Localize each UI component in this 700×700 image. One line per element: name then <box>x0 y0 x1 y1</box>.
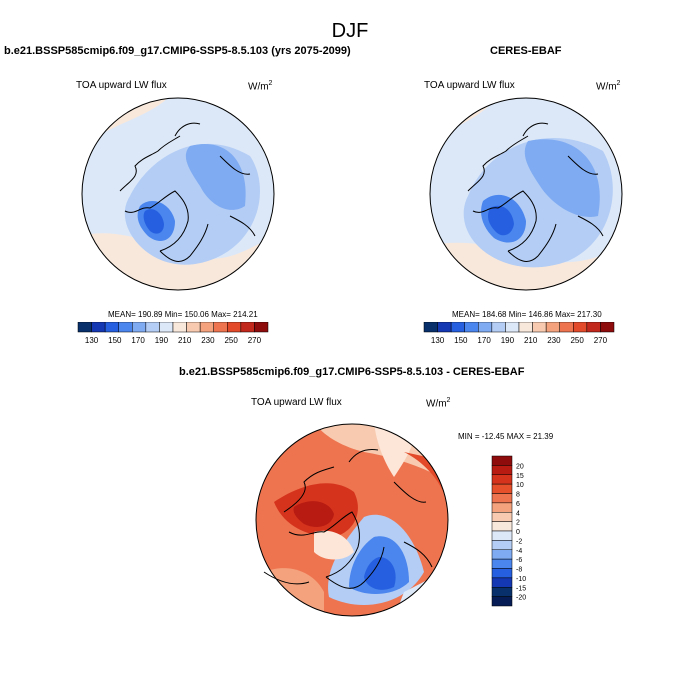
panel2-colorbar-swatch <box>423 322 438 333</box>
panel1-colorbar-swatch <box>186 322 201 333</box>
panel2-colorbar-swatch <box>505 322 520 333</box>
panel2-colorbar-swatch <box>586 322 601 333</box>
panel3-colorbar-label: -8 <box>516 567 522 574</box>
panel1-colorbar-label: 270 <box>248 336 262 345</box>
panel2-title: CERES-EBAF <box>490 45 562 57</box>
panel2-colorbar-label: 270 <box>594 336 608 345</box>
panel2-colorbar-swatch <box>450 322 465 333</box>
panel1-colorbar-swatch <box>159 322 174 333</box>
panel1-colorbar-swatch <box>145 322 160 333</box>
panel1-colorbar-swatch <box>254 322 269 333</box>
panel1-colorbar-swatch <box>240 322 255 333</box>
panel2-colorbar-swatch <box>518 322 533 333</box>
panel3-colorbar-swatch <box>491 493 513 504</box>
panel2-colorbar-swatch <box>464 322 479 333</box>
panel3-colorbar-label: -10 <box>516 576 526 583</box>
panel3-colorbar-label: 20 <box>516 463 524 470</box>
panel3-colorbar-swatch <box>491 512 513 522</box>
panel3-colorbar-swatch <box>491 549 513 560</box>
panel2-colorbar-swatch <box>559 322 574 333</box>
panel1-colorbar-swatch <box>213 322 228 333</box>
panel3-colorbar-swatch <box>491 455 513 466</box>
panel3-colorbar-label: 0 <box>516 529 520 536</box>
panel2-colorbar-swatch <box>491 322 506 333</box>
panel3-variable: TOA upward LW flux <box>251 397 342 408</box>
panel3-colorbar-swatch <box>491 596 513 607</box>
panel2-colorbar-swatch <box>545 322 560 333</box>
panel3-colorbar-swatch <box>491 568 513 579</box>
panel2-units: W/m2 <box>596 80 621 93</box>
panel3-colorbar-label: 6 <box>516 501 520 508</box>
panel3-stats: MIN = -12.45 MAX = 21.39 <box>458 432 554 441</box>
panel2-polar-map <box>429 97 623 291</box>
panel2-colorbar-swatch <box>478 322 493 333</box>
panel2-colorbar-label: 230 <box>547 336 561 345</box>
panel2-colorbar: 130 150 170 190 210 230 250 270 <box>423 322 615 345</box>
panel1-colorbar-swatch <box>172 322 187 333</box>
panel3-colorbar-swatch <box>491 587 513 597</box>
panel3-colorbar-label: 2 <box>516 520 520 527</box>
panel1-stats: MEAN= 190.89 Min= 150.06 Max= 214.21 <box>108 310 258 319</box>
panel3-title: b.e21.BSSP585cmip6.f09_g17.CMIP6-SSP5-8.… <box>179 366 525 378</box>
panel1-colorbar-swatch <box>199 322 214 333</box>
panel2-variable: TOA upward LW flux <box>424 80 515 91</box>
panel1-colorbar-label: 130 <box>85 336 99 345</box>
panel3-polar-map <box>255 423 449 617</box>
panel2-colorbar-label: 190 <box>501 336 515 345</box>
panel3-colorbar-label: -2 <box>516 538 522 545</box>
panel2-colorbar-label: 130 <box>431 336 445 345</box>
panel3-colorbar-swatch <box>491 530 513 541</box>
panel3-colorbar-label: -15 <box>516 585 526 592</box>
panel2-colorbar-label: 250 <box>570 336 584 345</box>
panel2-colorbar-swatch <box>573 322 588 333</box>
panel3-colorbar-swatch <box>491 502 513 513</box>
panel1-colorbar-swatch <box>77 322 92 333</box>
panel3-colorbar-swatch <box>491 577 513 588</box>
panel3-colorbar-label: 15 <box>516 473 524 480</box>
panel1-colorbar-label: 190 <box>155 336 169 345</box>
panel2-colorbar-swatch <box>532 322 547 333</box>
panel1-colorbar-label: 150 <box>108 336 122 345</box>
panel1-colorbar: 130 150 170 190 210 230 250 270 <box>77 322 269 345</box>
panel3-colorbar-label: 10 <box>516 482 524 489</box>
panel1-colorbar-swatch <box>132 322 147 333</box>
panel2-colorbar-swatch <box>600 322 615 333</box>
panel1-polar-map <box>81 97 275 291</box>
panel2-colorbar-label: 170 <box>477 336 491 345</box>
panel1-colorbar-label: 250 <box>224 336 238 345</box>
panel3-colorbar-swatch <box>491 521 513 532</box>
panel3-colorbar-label: -20 <box>516 595 526 602</box>
panel3-colorbar-label: -6 <box>516 557 522 564</box>
panel3-colorbar-label: 4 <box>516 510 520 517</box>
panel1-colorbar-swatch <box>118 322 133 333</box>
panel3-colorbar-swatch <box>491 540 513 550</box>
panel1-colorbar-swatch <box>227 322 242 333</box>
panel1-colorbar-label: 210 <box>178 336 192 345</box>
panel1-units: W/m2 <box>248 80 273 93</box>
panel1-colorbar-label: 170 <box>131 336 145 345</box>
panel1-colorbar-label: 230 <box>201 336 215 345</box>
panel3-colorbar-swatch <box>491 558 513 569</box>
panel1-colorbar-swatch <box>91 322 106 333</box>
panel1-colorbar-swatch <box>104 322 119 333</box>
panel3-colorbar-swatch <box>491 483 513 494</box>
panel1-title: b.e21.BSSP585cmip6.f09_g17.CMIP6-SSP5-8.… <box>4 45 351 57</box>
panel2-colorbar-label: 210 <box>524 336 538 345</box>
panel3-colorbar-swatch <box>491 465 513 475</box>
panel1-variable: TOA upward LW flux <box>76 80 167 91</box>
panel3-colorbar-swatch <box>491 474 513 485</box>
panel2-colorbar-label: 150 <box>454 336 468 345</box>
panel3-colorbar-label: -4 <box>516 548 522 555</box>
panel2-colorbar-swatch <box>437 322 452 333</box>
season-title: DJF <box>331 20 369 42</box>
panel2-stats: MEAN= 184.68 Min= 146.86 Max= 217.30 <box>452 310 602 319</box>
panel3-colorbar-label: 8 <box>516 492 520 499</box>
panel3-units: W/m2 <box>426 397 451 410</box>
